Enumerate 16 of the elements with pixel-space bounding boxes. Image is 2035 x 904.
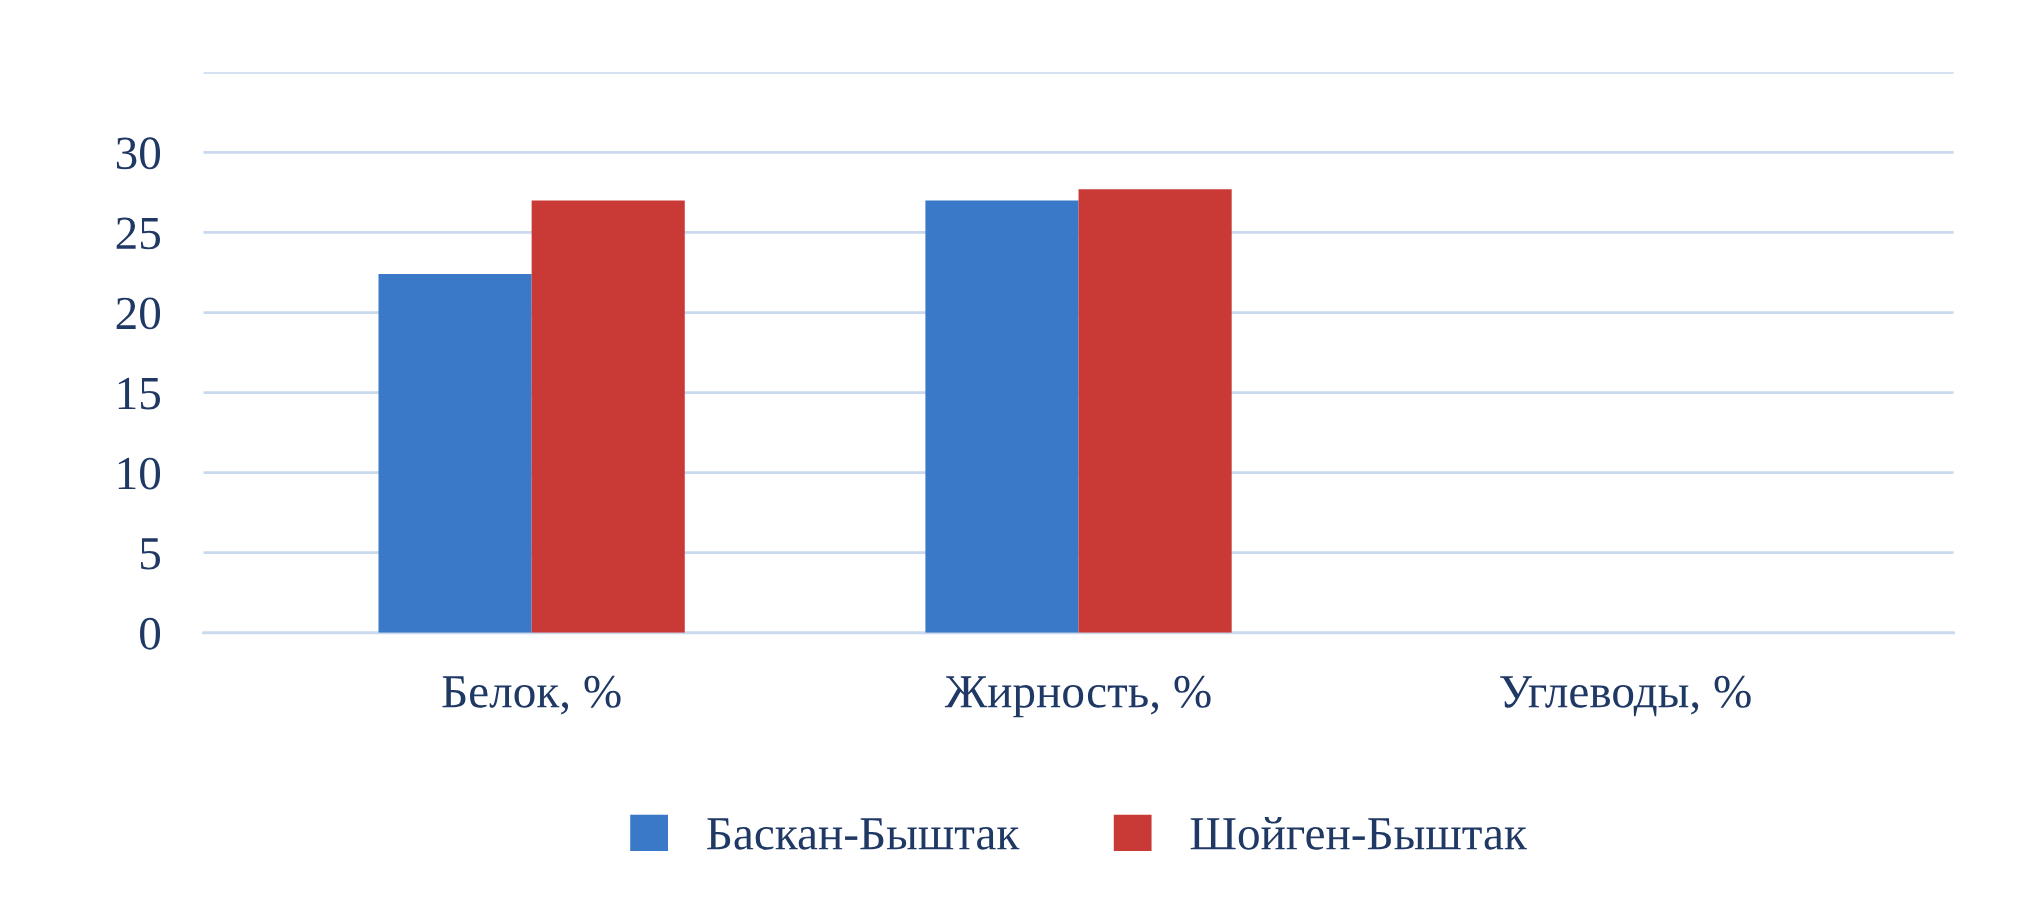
bar bbox=[925, 200, 1079, 633]
x-tick-label: Белок, % bbox=[442, 675, 621, 715]
y-tick-label: 15 bbox=[118, 377, 160, 410]
y-tick-label: 0 bbox=[140, 617, 161, 650]
bar bbox=[1078, 189, 1232, 633]
bar bbox=[531, 200, 685, 633]
y-tick-label: 5 bbox=[140, 538, 160, 570]
y-tick-label: 30 bbox=[116, 137, 161, 170]
y-tick-label: 10 bbox=[118, 457, 161, 490]
x-tick-label: Углеводы, % bbox=[1500, 675, 1751, 717]
legend-label: Шойген-Быштак bbox=[1190, 816, 1527, 850]
legend-label: Баскан-Быштак bbox=[707, 818, 1020, 850]
x-tick-label: Жирность, % bbox=[944, 675, 1211, 718]
y-tick-label: 25 bbox=[116, 217, 160, 250]
y-tick-label: 20 bbox=[116, 297, 161, 330]
bar bbox=[378, 274, 532, 633]
